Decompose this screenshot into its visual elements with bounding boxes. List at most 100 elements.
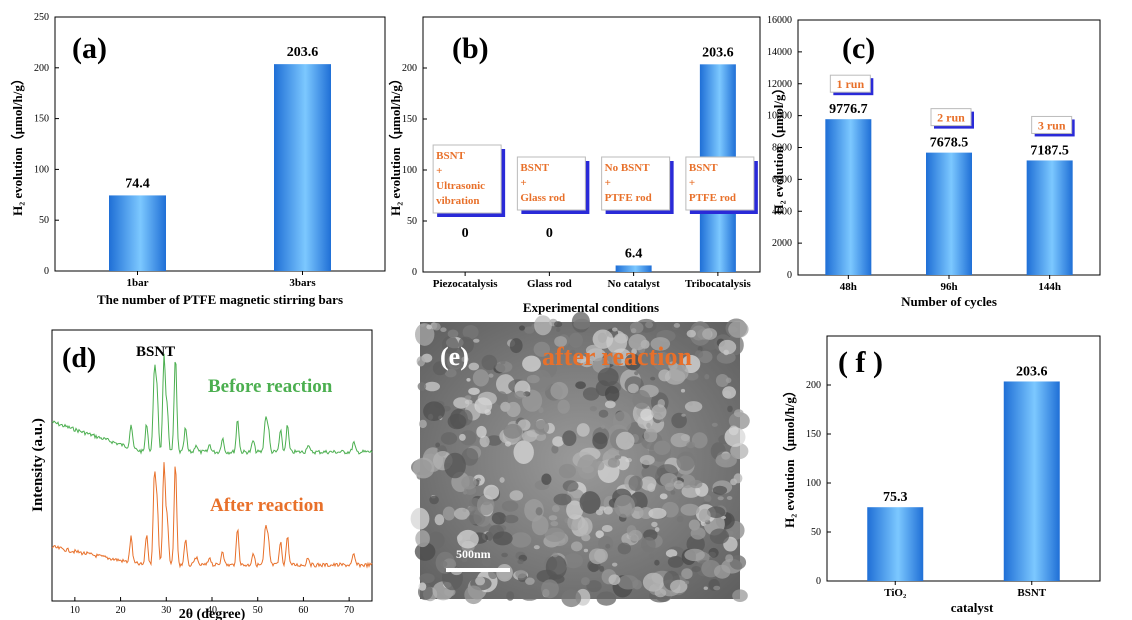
scale-bar	[446, 568, 510, 572]
sem-caption: after reaction	[542, 342, 692, 371]
sem-particle	[432, 322, 441, 331]
sem-particle	[601, 525, 613, 532]
sem-particle	[694, 350, 704, 359]
sem-particle	[461, 448, 479, 466]
sem-particle	[517, 559, 524, 565]
sem-particle	[581, 533, 591, 542]
x-tick-label: 1bar	[127, 277, 149, 289]
sem-particle	[461, 356, 469, 363]
y-tick-label: 4000	[772, 206, 792, 217]
sem-particle	[435, 442, 441, 448]
x-tick-label: 50	[253, 605, 263, 616]
sem-particle	[510, 532, 532, 548]
sem-particle	[592, 432, 608, 450]
sem-particle	[725, 377, 732, 384]
sem-particle	[639, 455, 655, 465]
sem-particle	[575, 381, 586, 390]
sem-particle	[459, 430, 477, 446]
sem-particle	[716, 351, 736, 364]
sem-particle	[728, 412, 750, 430]
sem-particle	[668, 363, 689, 382]
x-tick-label: 10	[70, 605, 80, 616]
sem-particle	[729, 555, 747, 570]
callout-text: BSNT	[520, 162, 549, 174]
callout-text: vibration	[436, 195, 479, 207]
sem-particle-texture	[410, 311, 750, 608]
sem-particle	[691, 432, 708, 449]
sem-particle	[552, 436, 564, 447]
sem-particle	[727, 405, 733, 413]
y-tick-label: 0	[412, 267, 417, 278]
sem-particle	[533, 420, 550, 435]
sem-particle	[519, 325, 525, 331]
sem-particle	[728, 320, 749, 338]
x-tick-label: No catalyst	[608, 278, 661, 290]
sem-particle	[533, 545, 540, 550]
sem-particle	[566, 500, 584, 520]
sem-particle	[595, 509, 604, 516]
sem-particle	[680, 503, 700, 516]
y-tick-label: 200	[402, 63, 417, 74]
sem-particle	[548, 515, 558, 521]
sem-particle	[648, 507, 667, 519]
sem-particle	[495, 361, 513, 373]
sem-particle	[651, 521, 658, 528]
value-label: 7187.5	[1030, 143, 1069, 158]
sem-particle	[472, 369, 489, 387]
sem-particle	[628, 475, 643, 491]
sem-particle	[506, 401, 521, 418]
x-tick-label: 3bars	[289, 277, 316, 289]
sem-particle	[640, 408, 654, 421]
sem-particle	[607, 457, 621, 468]
panel-b-bar-chart: 0 50 100 150 200 Piezocatalysis 0 Glass rod 0 No …	[388, 16, 761, 315]
sem-particle	[550, 521, 559, 527]
sem-particle	[714, 564, 731, 579]
sem-particle	[577, 454, 599, 480]
sem-particle	[429, 495, 439, 505]
sem-particle	[648, 553, 655, 560]
sem-particle	[544, 527, 565, 542]
sem-particle	[541, 473, 552, 485]
sem-particle	[573, 318, 591, 330]
sem-particle	[688, 401, 693, 406]
sem-particle	[461, 475, 477, 490]
x-tick-label: Piezocatalysis	[433, 278, 498, 290]
sem-particle	[588, 562, 599, 573]
sem-particle	[562, 430, 577, 447]
sem-particle	[643, 428, 658, 443]
sem-particle	[686, 534, 705, 554]
sem-particle	[545, 555, 567, 580]
sem-particle	[628, 334, 647, 351]
before-reaction-trace	[51, 353, 373, 456]
x-tick-label: 96h	[940, 281, 957, 293]
sem-particle	[616, 456, 630, 471]
y-tick-label: 100	[806, 478, 821, 489]
y-tick-label: 150	[34, 114, 49, 125]
y-tick-label: 100	[34, 164, 49, 175]
callout-text: PTFE rod	[689, 192, 736, 204]
sem-particle	[428, 531, 445, 549]
series-label-before: Before reaction	[208, 376, 333, 397]
sem-particle	[725, 554, 734, 563]
sem-particle	[583, 548, 589, 553]
sem-particle	[682, 337, 694, 345]
x-tick-label: 48h	[840, 281, 857, 293]
sem-particle	[484, 409, 492, 416]
sem-particle	[709, 528, 730, 545]
sem-particle	[715, 374, 729, 387]
sem-particle	[417, 382, 427, 391]
sem-particle	[479, 435, 490, 448]
sem-particle	[552, 552, 558, 558]
y-tick-label: 8000	[772, 143, 792, 154]
sem-particle	[553, 493, 572, 506]
sem-particle	[722, 390, 732, 398]
sem-particle	[447, 353, 463, 370]
y-tick-label: 2000	[772, 238, 792, 249]
sem-particle	[605, 385, 620, 403]
sem-particle	[499, 477, 505, 483]
sem-particle	[640, 476, 657, 491]
callout-text: +	[689, 177, 695, 189]
run-tag-text: 3 run	[1038, 118, 1066, 132]
y-tick-label: 150	[806, 429, 821, 440]
